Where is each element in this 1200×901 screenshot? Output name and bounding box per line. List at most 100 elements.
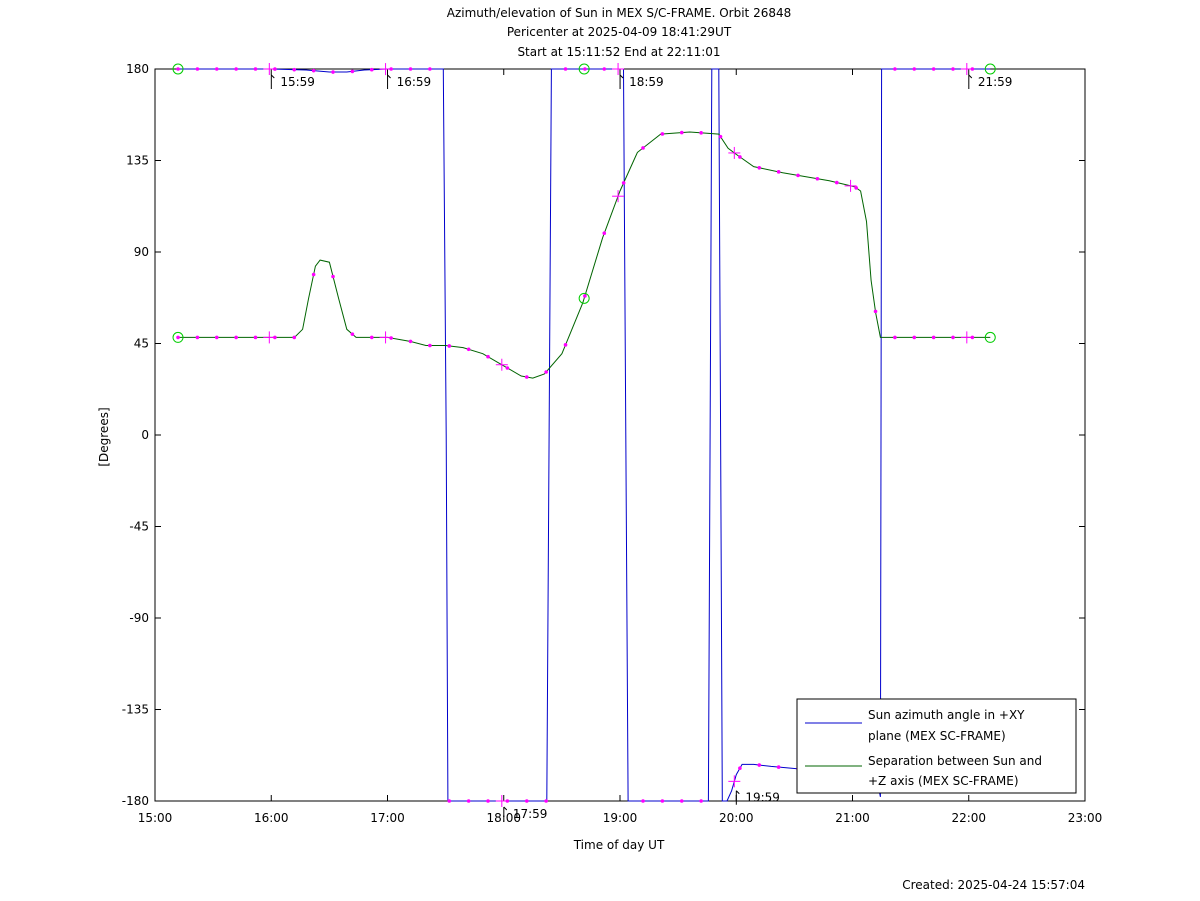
y-tick-label: 0 (141, 428, 149, 442)
chart-title: Azimuth/elevation of Sun in MEX S/C-FRAM… (447, 6, 792, 59)
sample-marker (428, 343, 432, 348)
sample-marker (447, 799, 452, 803)
sample-marker (563, 343, 568, 347)
legend-label-separation-line2: +Z axis (MEX SC-FRAME) (868, 774, 1019, 788)
created-footer: Created: 2025-04-24 15:57:04 (902, 878, 1085, 892)
sample-marker (311, 68, 316, 73)
sample-marker (776, 765, 781, 769)
sample-marker (757, 165, 762, 170)
sample-marker (641, 146, 645, 150)
sample-marker (738, 766, 742, 770)
event-marker (172, 331, 184, 343)
sample-marker (912, 335, 917, 340)
sample-marker (951, 67, 955, 71)
sample-marker (583, 294, 587, 298)
y-tick-label: -45 (129, 520, 149, 534)
sample-marker (583, 67, 587, 71)
event-marker (578, 63, 590, 75)
sample-marker (311, 272, 316, 277)
legend: Sun azimuth angle in +XY plane (MEX SC-F… (796, 698, 1077, 794)
sample-marker (738, 155, 742, 159)
sample-marker (679, 130, 684, 135)
pass-arrow-head (270, 74, 275, 79)
sample-marker (466, 347, 471, 352)
sample-marker (757, 763, 762, 767)
sample-marker (369, 67, 374, 72)
y-tick-label: -180 (122, 794, 149, 808)
sample-marker (292, 67, 297, 72)
sample-marker (602, 231, 607, 235)
sample-marker (776, 170, 781, 174)
x-tick-labels: 15:00 16:00 17:00 18:00 19:00 20:00 21:00 22:00… (138, 811, 1103, 825)
pass-label: 17:59 (513, 807, 548, 821)
sample-marker (214, 335, 219, 340)
sample-marker (931, 67, 936, 71)
sample-marker (873, 309, 878, 314)
y-tick-label: 180 (126, 62, 149, 76)
pass-arrow-head (968, 74, 973, 79)
x-tick-label: 17:00 (370, 811, 405, 825)
sample-marker (466, 799, 471, 803)
x-tick-label: 16:00 (254, 811, 289, 825)
sample-marker (815, 176, 820, 181)
sample-marker (331, 70, 335, 74)
y-tick-labels: 180 135 90 45 0 -45 -90 -135 -180 (122, 62, 149, 808)
title-line-3: Start at 15:11:52 End at 22:11:01 (517, 45, 720, 59)
title-line-2: Pericenter at 2025-04-09 18:41:29UT (507, 25, 732, 39)
sample-marker (486, 354, 490, 359)
sample-marker (176, 67, 180, 71)
markers-layer (172, 63, 996, 807)
y-tick-label: 90 (134, 245, 149, 259)
sample-marker (505, 366, 510, 370)
pass-arrow-head (503, 806, 508, 811)
pass-arrow-head (619, 74, 624, 79)
sample-marker (699, 131, 703, 135)
y-tick-label: -90 (129, 611, 149, 625)
sample-marker (641, 799, 645, 803)
y-tick-label: 135 (126, 154, 149, 168)
sample-marker (447, 344, 452, 348)
sample-marker (660, 132, 665, 136)
sample-marker (931, 335, 936, 340)
x-tick-label: 23:00 (1068, 811, 1103, 825)
sample-marker (699, 799, 703, 803)
sample-marker (718, 134, 723, 139)
sample-marker (253, 335, 258, 340)
x-tick-label: 19:00 (603, 811, 638, 825)
legend-label-azimuth-line1: Sun azimuth angle in +XY (868, 708, 1025, 722)
x-tick-label: 22:00 (951, 811, 986, 825)
sample-marker (544, 799, 548, 803)
sample-marker (951, 335, 955, 340)
sample-marker (408, 67, 413, 71)
sample-marker (854, 186, 858, 190)
sample-marker (428, 67, 432, 71)
sample-marker (292, 335, 297, 340)
sample-marker (796, 173, 800, 178)
sample-marker (893, 335, 897, 340)
event-marker (578, 292, 590, 304)
pass-label: 19:59 (745, 791, 780, 805)
plot-frame (154, 68, 1086, 802)
legend-label-separation-line1: Separation between Sun and (868, 754, 1042, 768)
separation-line (178, 131, 991, 379)
pass-arrow-head (735, 790, 740, 795)
sample-marker (195, 67, 200, 71)
x-tick-label: 21:00 (835, 811, 870, 825)
sample-marker (621, 181, 626, 185)
sample-marker (195, 335, 200, 340)
sample-marker (389, 336, 393, 340)
sample-marker (234, 67, 238, 71)
sample-marker (350, 332, 355, 336)
sample-marker (602, 67, 607, 71)
title-line-1: Azimuth/elevation of Sun in MEX S/C-FRAM… (447, 6, 792, 20)
sample-marker (253, 67, 258, 71)
x-tick-label: 15:00 (138, 811, 173, 825)
sample-marker (176, 335, 180, 340)
sample-marker (234, 335, 238, 340)
event-marker (172, 63, 184, 75)
pass-labels: 15:59 16:59 17:59 18:59 19:59 21:59 (270, 74, 1013, 821)
legend-box (796, 698, 1077, 794)
legend-label-azimuth-line2: plane (MEX SC-FRAME) (868, 729, 1006, 743)
pass-label: 21:59 (978, 75, 1013, 89)
sample-marker (893, 67, 897, 71)
